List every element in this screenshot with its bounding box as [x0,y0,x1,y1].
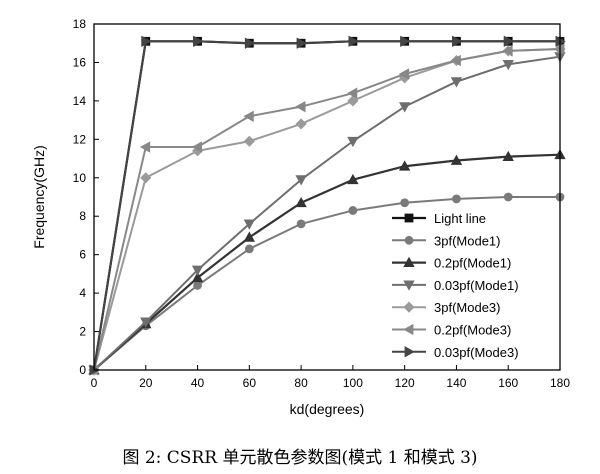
x-tick-label: 80 [294,376,308,390]
data-point [398,102,411,113]
legend-label: 0.2pf(Mode3) [434,323,511,338]
x-axis-title: kd(degrees) [290,401,365,417]
data-point [140,172,152,184]
legend-item: 0.2pf(Mode3) [392,323,511,338]
data-point [503,192,513,202]
series-line [93,153,561,371]
dispersion-chart: 0 20 40 60 80 100 120 140 160 180 0 2 4 6 8 10 12 14 16 18… [31,17,570,417]
data-point [348,206,358,215]
data-point [139,141,151,153]
x-tick-label: 40 [191,376,205,390]
legend-marker [403,323,414,336]
y-tick-label: 12 [73,132,87,146]
legend-label: 3pf(Mode1) [434,233,500,248]
data-point [191,141,202,153]
data-point [503,35,515,47]
data-point [450,154,463,165]
data-point [450,54,461,67]
legend-label: Light line [434,211,486,226]
x-tick-label: 60 [243,376,257,390]
data-point [295,100,306,113]
y-tick-label: 14 [73,94,87,108]
x-tick-label: 140 [446,376,466,390]
y-tick-label: 10 [73,171,87,185]
data-point [347,173,359,185]
series-line [93,55,561,371]
x-tick-label: 160 [498,376,518,390]
data-point [400,198,410,208]
data-point [502,150,514,162]
data-point [295,118,307,130]
legend-item: Light line [392,211,486,226]
data-point [244,37,256,49]
data-point [347,87,358,99]
y-tick-label: 6 [79,248,86,262]
legend-marker [403,301,415,313]
data-point [398,160,411,171]
legend-label: 0.2pf(Mode1) [434,256,511,271]
legend-marker [403,256,415,268]
data-point [450,77,463,88]
legend-label: 0.03pf(Mode3) [434,345,519,360]
data-point [191,271,204,283]
series-line [93,40,560,371]
data-point [243,135,255,147]
legend-item: 0.2pf(Mode1) [392,256,511,271]
x-axis: 0 20 40 60 80 100 120 140 160 180 [91,365,570,390]
data-point [502,59,514,71]
data-point [140,317,152,328]
series-line [93,196,560,371]
legend-item: 3pf(Mode1) [392,233,500,248]
data-point [347,136,359,148]
data-point [348,35,359,47]
x-tick-label: 20 [139,376,153,390]
y-tick-label: 18 [73,17,87,31]
data-point [141,35,152,47]
x-tick-label: 100 [343,376,363,390]
y-tick-label: 2 [79,325,86,339]
x-tick-label: 180 [550,376,570,390]
y-tick-label: 0 [79,363,86,377]
data-point [193,281,202,290]
legend-item: 0.03pf(Mode1) [392,278,519,293]
legend-label: 3pf(Mode3) [434,300,500,315]
series-line [93,47,561,371]
series-line [92,40,560,371]
legend-item: 0.03pf(Mode3) [392,345,519,360]
data-point [243,219,256,230]
legend-marker [404,213,414,223]
data-point [398,68,410,80]
legend-label: 0.03pf(Mode1) [434,278,519,293]
data-point [502,45,513,57]
y-tick-label: 16 [73,55,87,69]
data-point [452,35,463,47]
legend: Light line 3pf(Mode1) 0.2pf(Mode1) 0.03pf(M… [392,211,519,360]
plot-frame [93,23,561,371]
data-point [296,219,306,229]
data-point [295,175,307,186]
data-point [243,110,254,122]
data-point [452,194,461,204]
data-point [243,231,256,242]
x-tick-label: 0 [91,376,98,390]
figure-caption: 图 2: CSRR 单元散色参数图(模式 1 和模式 3) [122,448,478,468]
data-point [347,95,359,107]
data-point [296,37,307,49]
legend-marker [403,280,415,291]
data-point [400,35,411,47]
data-point [193,35,204,47]
y-tick-label: 8 [79,209,86,223]
legend-item: 3pf(Mode3) [392,300,500,315]
y-axis: 0 2 4 6 8 10 12 14 16 18 [73,17,99,377]
x-tick-label: 120 [395,376,415,390]
y-axis-title: Frequency(GHz) [31,145,47,248]
y-tick-label: 4 [79,286,86,300]
data-point [244,244,254,254]
data-point [191,265,204,276]
legend-marker [404,346,415,358]
data-point [295,196,307,208]
legend-marker [404,235,414,245]
